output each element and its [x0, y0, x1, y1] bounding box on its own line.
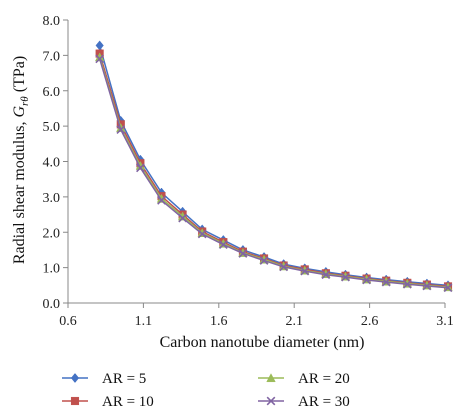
legend-label: AR = 10 — [102, 394, 154, 410]
x-tick-label: 1.6 — [210, 314, 228, 329]
data-point — [402, 279, 412, 289]
series-1 — [95, 40, 453, 291]
y-tick-label: 4.0 — [43, 156, 61, 171]
data-point — [259, 256, 269, 265]
legend-marker — [70, 396, 80, 406]
y-tick-label: 5.0 — [43, 120, 61, 135]
data-point — [321, 270, 331, 280]
legend-label: AR = 5 — [102, 371, 146, 387]
data-point — [95, 40, 104, 51]
x-tick-label: 2.1 — [285, 314, 303, 329]
series-layer — [94, 40, 453, 293]
series-4 — [95, 54, 453, 293]
y-axis-label-unit: (TPa) — [11, 56, 28, 96]
plot-area — [67, 20, 445, 304]
series-line — [98, 45, 449, 287]
data-point — [178, 213, 187, 223]
series-line — [98, 56, 449, 288]
x-axis-label: Carbon nanotube diameter (nm) — [160, 334, 365, 351]
data-point — [279, 262, 289, 272]
legend-marker — [266, 396, 276, 406]
legend-label: AR = 20 — [298, 371, 350, 387]
y-tick-label: 2.0 — [43, 226, 61, 241]
y-axis-label-prefix: Radial shear modulus, — [11, 118, 28, 265]
legend: AR = 5 AR = 10 AR = 20 AR = 30 — [62, 371, 350, 410]
legend-marker — [70, 373, 80, 383]
data-point — [116, 125, 126, 135]
y-tick-label: 1.0 — [43, 262, 61, 277]
x-tick-label: 1.1 — [135, 314, 153, 329]
y-tick-label: 3.0 — [43, 191, 61, 206]
y-tick-label: 8.0 — [43, 14, 61, 29]
y-tick-label: 7.0 — [43, 49, 61, 64]
legend-item: AR = 5 — [62, 371, 146, 387]
series-2 — [95, 49, 453, 291]
y-axis-label-subscript: rθ — [19, 96, 31, 106]
data-point — [422, 281, 432, 291]
data-point — [341, 272, 350, 282]
y-axis-label: Radial shear modulus, Grθ (TPa) — [11, 56, 31, 264]
data-point — [136, 163, 145, 173]
data-point — [443, 283, 453, 293]
data-point — [197, 229, 207, 239]
data-point — [238, 249, 248, 258]
data-point — [95, 54, 105, 64]
data-point — [381, 277, 391, 287]
legend-item: AR = 30 — [258, 394, 350, 410]
y-axis-ticks: 0.0 1.0 2.0 3.0 4.0 5.0 6.0 7.0 8.0 — [43, 14, 68, 312]
x-tick-label: 0.6 — [59, 314, 77, 329]
x-tick-label: 2.6 — [361, 314, 379, 329]
series-line — [98, 58, 449, 289]
data-point — [300, 266, 310, 276]
data-point — [218, 240, 228, 249]
y-axis-label-symbol: G — [11, 106, 28, 118]
legend-item: AR = 20 — [258, 371, 350, 387]
legend-label: AR = 30 — [298, 394, 350, 410]
series-line — [98, 53, 449, 288]
y-tick-label: 6.0 — [43, 85, 61, 100]
y-tick-label: 0.0 — [43, 297, 61, 312]
legend-marker — [266, 373, 276, 383]
legend-item: AR = 10 — [62, 394, 154, 410]
x-tick-label: 3.1 — [436, 314, 454, 329]
x-axis-ticks: 0.6 1.1 1.6 2.1 2.6 3.1 — [59, 303, 454, 329]
data-point — [362, 275, 371, 285]
data-point — [157, 196, 166, 205]
